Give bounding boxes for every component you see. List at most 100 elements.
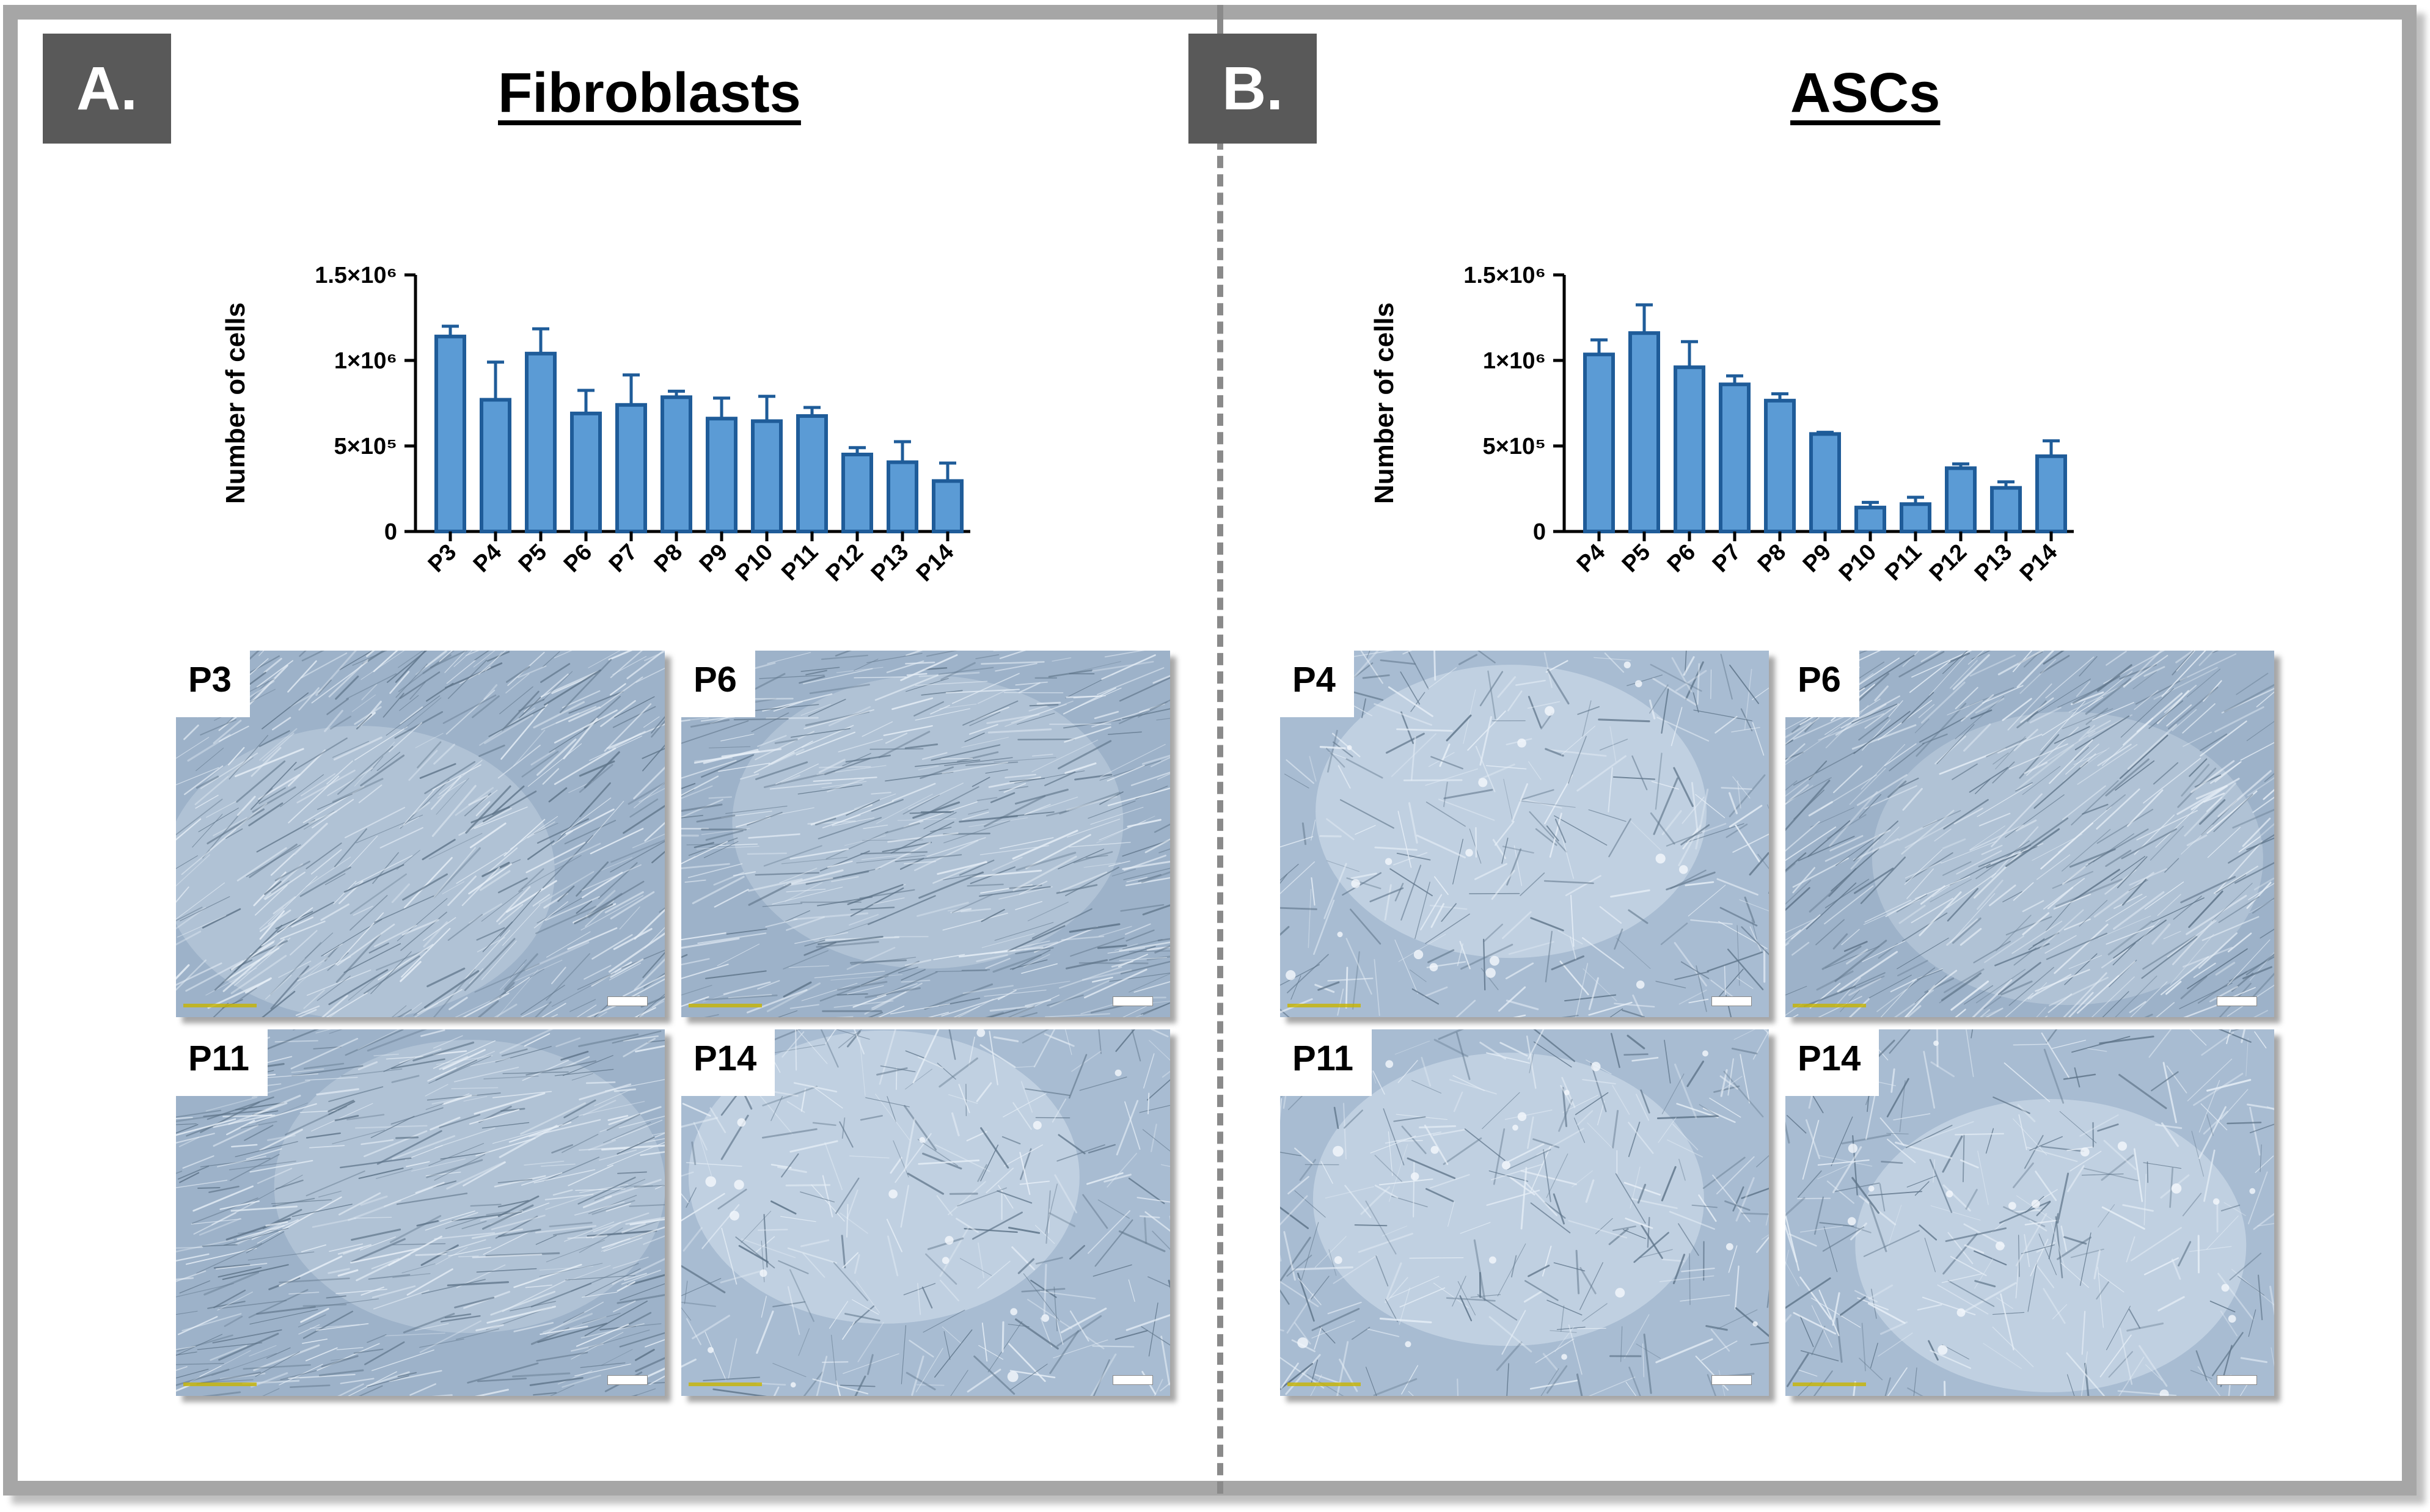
cell-streak <box>761 1296 767 1318</box>
cell-streak <box>1855 651 1881 663</box>
cell-streak <box>1573 1117 1585 1143</box>
cell-streak <box>1973 849 2025 899</box>
cell-streak <box>783 950 829 970</box>
cell-streak <box>786 869 844 886</box>
cell-streak <box>1389 868 1433 897</box>
cell-streak <box>1104 651 1145 658</box>
cell-streak <box>1636 1343 1661 1359</box>
cell-streak <box>249 1103 317 1124</box>
cell-streak <box>2106 794 2126 810</box>
cell-streak <box>256 1306 316 1315</box>
cell-streak <box>1914 1181 1930 1196</box>
cell-streak <box>1301 822 1307 845</box>
cell-streak <box>367 1334 387 1343</box>
cell-streak <box>324 873 346 885</box>
cell-streak <box>535 1225 597 1233</box>
cell-streak <box>1974 1280 1996 1288</box>
cell-streak <box>688 837 738 856</box>
cell-streak <box>1695 788 1709 850</box>
cell-streak <box>1493 1128 1506 1185</box>
cell-streak <box>534 1001 552 1017</box>
cell-streak <box>2062 708 2113 729</box>
cell-streak <box>2176 778 2240 815</box>
cell-streak <box>2206 1215 2239 1250</box>
cell-streak <box>1853 838 1899 861</box>
cell-streak <box>1564 994 1617 1002</box>
cell-streak <box>2229 956 2274 982</box>
cell-streak <box>1551 955 1585 971</box>
cell-streak <box>1660 922 1688 945</box>
cell-streak <box>549 717 604 753</box>
cell-streak <box>1430 756 1463 770</box>
cell-streak <box>448 1247 491 1257</box>
cell-streak <box>1991 793 2043 847</box>
cell-streak <box>367 1375 409 1387</box>
cell-streak <box>905 1050 926 1059</box>
cell-streak <box>1946 872 1997 909</box>
cell-streak <box>536 897 582 924</box>
cell-streak <box>176 1368 230 1386</box>
cell-streak <box>1992 1326 2034 1367</box>
cell-streak <box>2167 686 2219 730</box>
bar-p14 <box>2035 454 2067 533</box>
cell-streak <box>1545 748 1564 757</box>
cell-streak <box>334 1114 359 1122</box>
scale-bar <box>1113 996 1153 1006</box>
cell-streak <box>612 1257 649 1269</box>
cell-streak <box>1083 968 1147 999</box>
cell-streak <box>610 891 655 919</box>
cell-streak <box>409 681 426 700</box>
cell-streak <box>272 717 291 731</box>
cell-streak <box>1612 1225 1636 1232</box>
cell-streak <box>527 840 555 860</box>
cell-streak <box>835 1177 860 1214</box>
cell-streak <box>1916 969 1943 981</box>
cell-streak <box>1930 1205 1981 1221</box>
cell-streak <box>1425 802 1466 827</box>
cell-streak <box>763 770 836 789</box>
cell-streak <box>390 1058 445 1070</box>
cell-streak <box>2113 891 2165 930</box>
cell-streak <box>934 1329 973 1378</box>
cell-streak <box>2080 753 2096 768</box>
cell-streak <box>1870 1342 1878 1368</box>
cell-streak <box>1598 718 1650 723</box>
cell-streak <box>1141 1326 1170 1346</box>
cell-streak <box>2249 973 2274 1001</box>
cell-streak <box>367 1029 428 1052</box>
cell-streak <box>360 754 405 787</box>
cell-streak <box>223 1227 289 1246</box>
cell-streak <box>728 994 772 999</box>
cell-streak <box>2121 828 2177 860</box>
cell-streak <box>840 1384 876 1387</box>
cell-streak <box>654 1184 665 1189</box>
cell-streak <box>1945 1227 2007 1243</box>
cell-streak <box>980 1144 999 1181</box>
cell-streak <box>182 1155 214 1169</box>
cell-streak <box>930 704 950 715</box>
cell-streak <box>1396 852 1431 861</box>
cell-streak <box>237 1229 279 1234</box>
cell-streak <box>2085 1048 2107 1052</box>
cell-streak <box>1569 936 1577 960</box>
cell-streak <box>994 946 1044 954</box>
round-cell <box>2008 1202 2016 1210</box>
cell-streak <box>199 1365 222 1377</box>
round-cell <box>2221 1284 2230 1292</box>
cell-streak <box>860 851 928 855</box>
cell-streak <box>838 1029 863 1049</box>
cell-streak <box>634 1348 655 1361</box>
cell-streak <box>1486 1189 1540 1206</box>
cell-streak <box>584 751 620 789</box>
cell-streak <box>1685 881 1715 886</box>
cell-streak <box>901 979 931 983</box>
cell-streak <box>1942 1135 1963 1173</box>
cell-texture <box>176 651 665 1017</box>
micrograph-stamp <box>689 1004 762 1007</box>
cell-streak <box>1985 1007 2004 1017</box>
cell-streak <box>560 797 612 836</box>
cell-streak <box>176 767 219 786</box>
bar-p9 <box>1809 432 1841 533</box>
cell-streak <box>563 1312 585 1323</box>
cell-streak <box>1851 724 1917 750</box>
